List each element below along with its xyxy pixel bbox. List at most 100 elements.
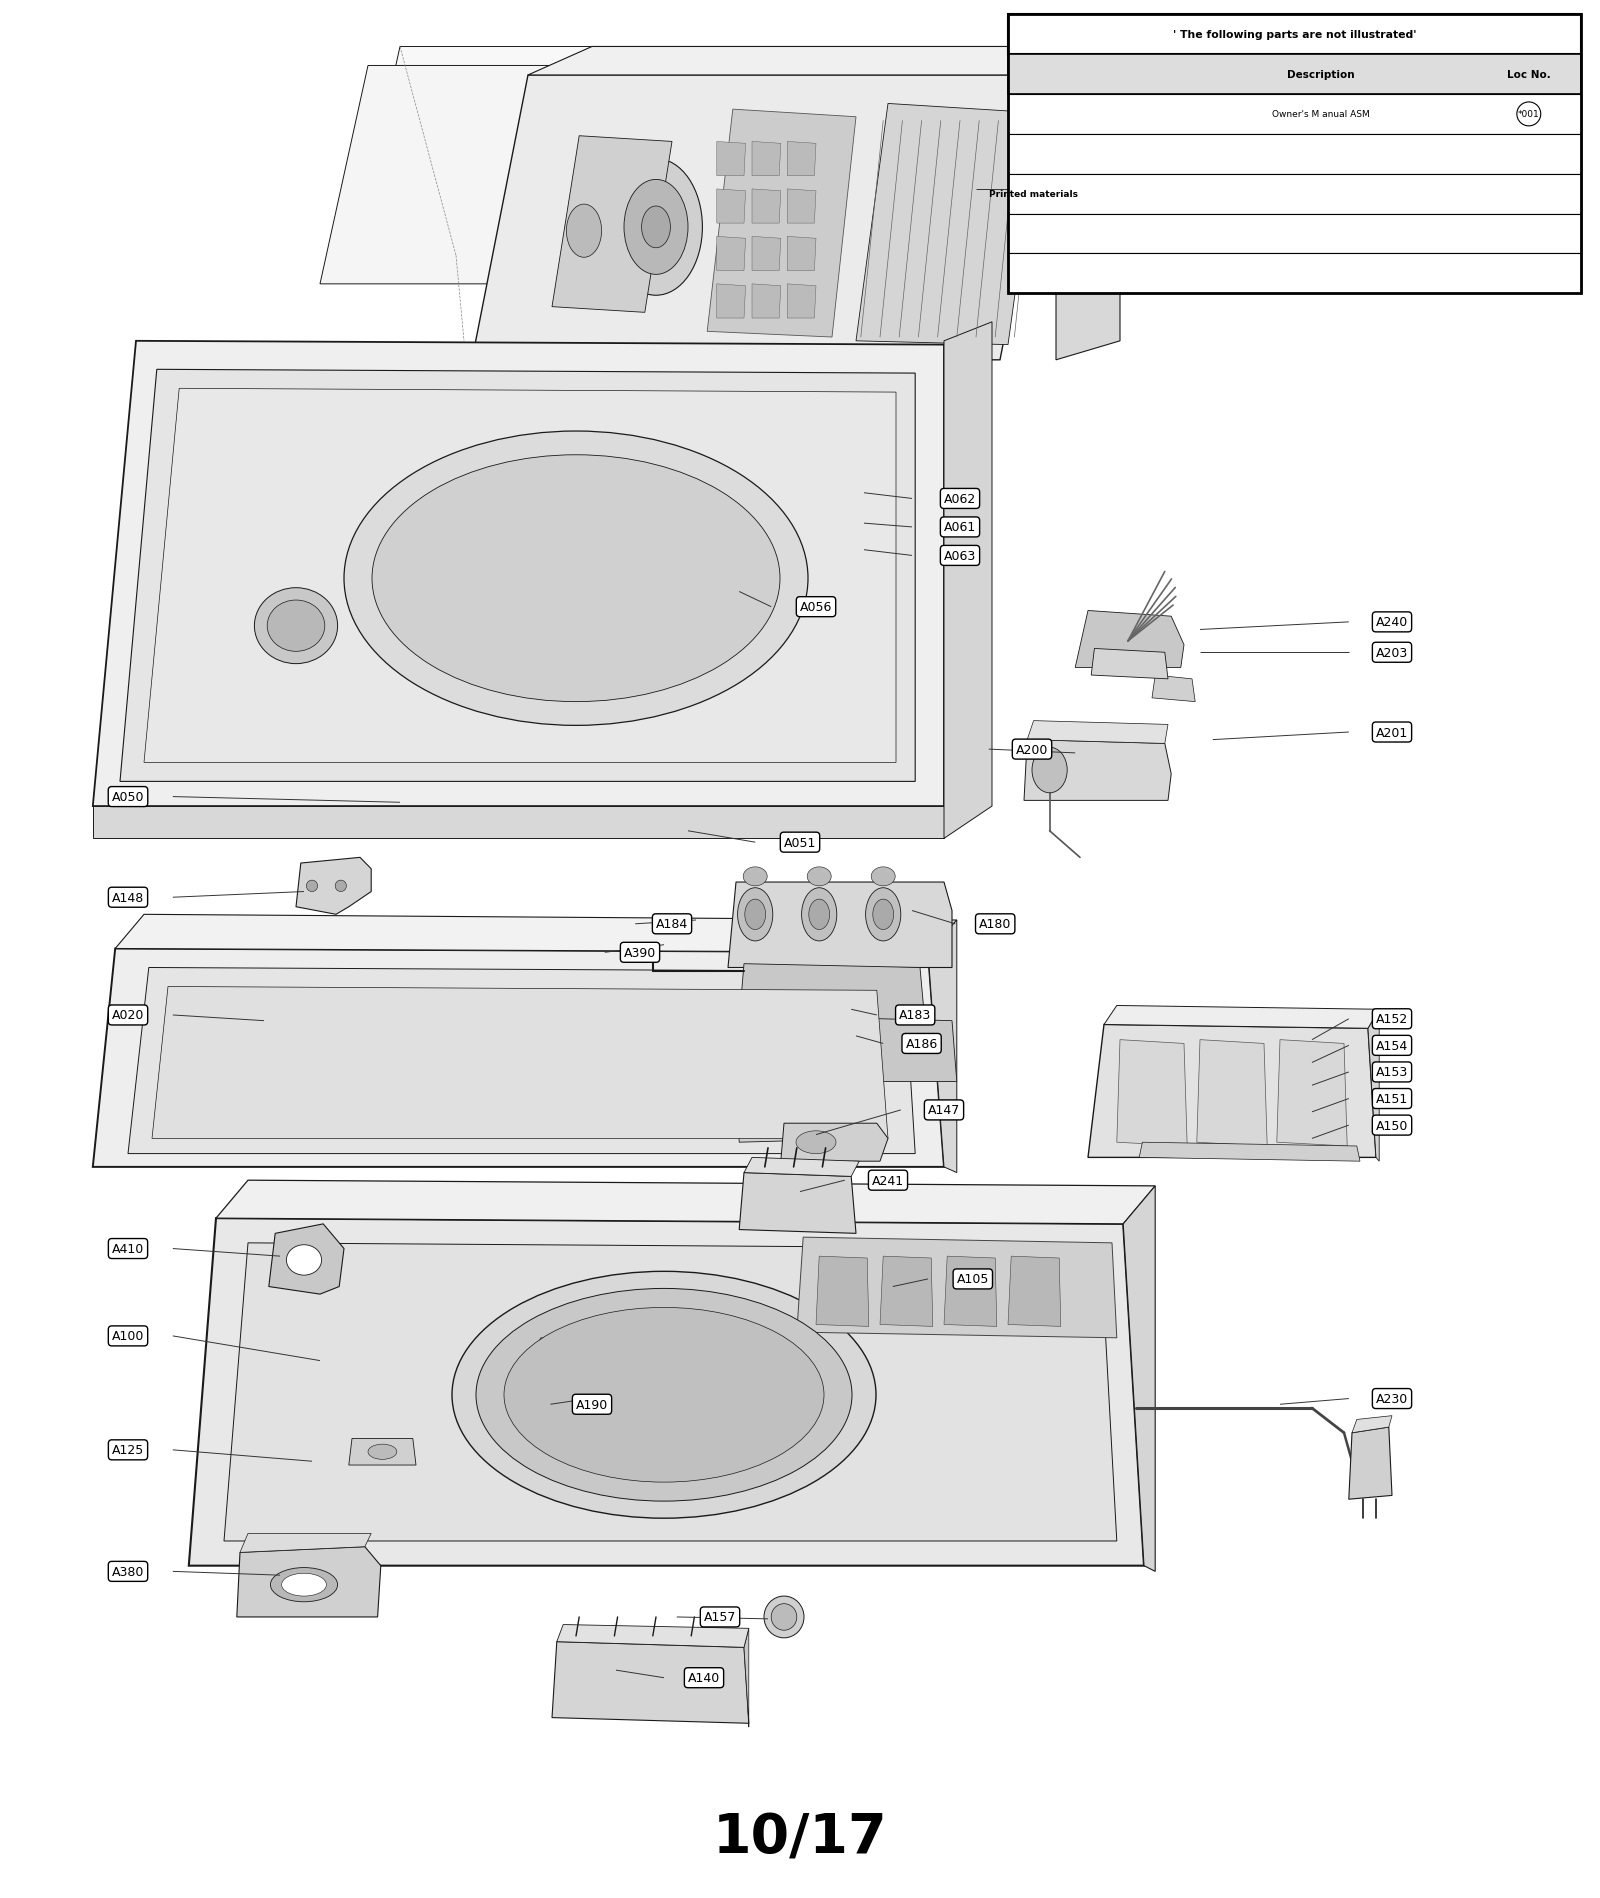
Ellipse shape [368,1444,397,1460]
Polygon shape [240,1534,371,1553]
Polygon shape [531,1338,776,1363]
Ellipse shape [282,1573,326,1596]
Text: A148: A148 [112,892,144,903]
Polygon shape [1368,1010,1379,1162]
Polygon shape [1091,649,1168,679]
Polygon shape [739,964,925,1021]
Ellipse shape [874,900,893,930]
Polygon shape [1117,1040,1187,1146]
Ellipse shape [765,1596,805,1638]
Text: A157: A157 [704,1611,736,1623]
Text: A410: A410 [112,1243,144,1255]
Text: A100: A100 [112,1330,144,1342]
Polygon shape [115,915,957,953]
Polygon shape [752,285,781,319]
Text: A125: A125 [112,1444,144,1456]
Bar [1008,254,1581,294]
Polygon shape [856,104,1040,345]
Polygon shape [528,1357,768,1465]
Text: Printed materials: Printed materials [989,190,1078,199]
Text: A230: A230 [1376,1393,1408,1405]
Text: A051: A051 [784,837,816,848]
Ellipse shape [344,433,808,725]
Ellipse shape [270,1568,338,1602]
Polygon shape [717,190,746,224]
Polygon shape [1277,1040,1347,1146]
Polygon shape [1024,740,1171,801]
Text: 10/17: 10/17 [712,1811,888,1864]
Text: A184: A184 [656,919,688,930]
Polygon shape [93,949,944,1167]
Polygon shape [787,142,816,177]
Polygon shape [880,1256,933,1327]
Polygon shape [552,137,672,313]
Text: *001: *001 [1518,110,1539,120]
Polygon shape [728,883,952,968]
Polygon shape [752,237,781,271]
Polygon shape [752,190,781,224]
Ellipse shape [738,888,773,941]
Polygon shape [816,1256,869,1327]
Ellipse shape [624,180,688,275]
Bar [1008,15,1581,55]
Bar [1008,135,1581,175]
Polygon shape [781,1124,888,1162]
Bar [1008,95,1581,135]
Polygon shape [93,342,944,807]
Text: A020: A020 [112,1010,144,1021]
Ellipse shape [371,456,781,702]
Polygon shape [733,1015,957,1082]
Text: A150: A150 [1376,1120,1408,1131]
Text: A241: A241 [872,1175,904,1186]
Bar [1008,175,1581,214]
Text: A180: A180 [979,919,1011,930]
Polygon shape [736,1067,877,1143]
Polygon shape [752,142,781,177]
Polygon shape [120,370,915,782]
Polygon shape [1152,676,1195,702]
Text: A062: A062 [944,493,976,505]
Polygon shape [744,1628,749,1727]
Bar [1008,15,1581,294]
Ellipse shape [797,1131,835,1154]
Polygon shape [1352,1416,1392,1433]
Text: A105: A105 [957,1274,989,1285]
Text: A380: A380 [112,1566,144,1577]
Polygon shape [269,1224,344,1294]
Text: Owner's M anual ASM: Owner's M anual ASM [1272,110,1370,120]
Polygon shape [296,858,371,915]
Polygon shape [1139,1143,1360,1162]
Text: A147: A147 [928,1105,960,1116]
Text: A152: A152 [1376,1014,1408,1025]
Ellipse shape [806,867,832,886]
Text: A140: A140 [688,1672,720,1684]
Polygon shape [1104,1006,1379,1029]
Polygon shape [1088,1025,1376,1158]
Polygon shape [128,968,915,1154]
Ellipse shape [744,900,765,930]
Ellipse shape [336,881,347,892]
Text: A061: A061 [944,522,976,533]
Polygon shape [1056,47,1120,361]
Polygon shape [717,285,746,319]
Text: A200: A200 [1016,744,1048,755]
Text: A056: A056 [800,602,832,613]
Text: ' The following parts are not illustrated': ' The following parts are not illustrate… [1173,30,1416,40]
Polygon shape [1075,611,1184,668]
Polygon shape [93,807,944,839]
Polygon shape [352,47,1024,266]
Bar [1008,214,1581,254]
Text: A050: A050 [112,791,144,803]
Polygon shape [552,1642,749,1723]
Polygon shape [472,76,1056,361]
Ellipse shape [307,881,317,892]
Ellipse shape [771,1604,797,1630]
Bar [1008,55,1581,95]
Polygon shape [787,237,816,271]
Text: A151: A151 [1376,1093,1408,1105]
Polygon shape [944,323,992,839]
Polygon shape [224,1243,1117,1541]
Polygon shape [189,1219,1144,1566]
Polygon shape [144,389,896,763]
Polygon shape [944,1256,997,1327]
